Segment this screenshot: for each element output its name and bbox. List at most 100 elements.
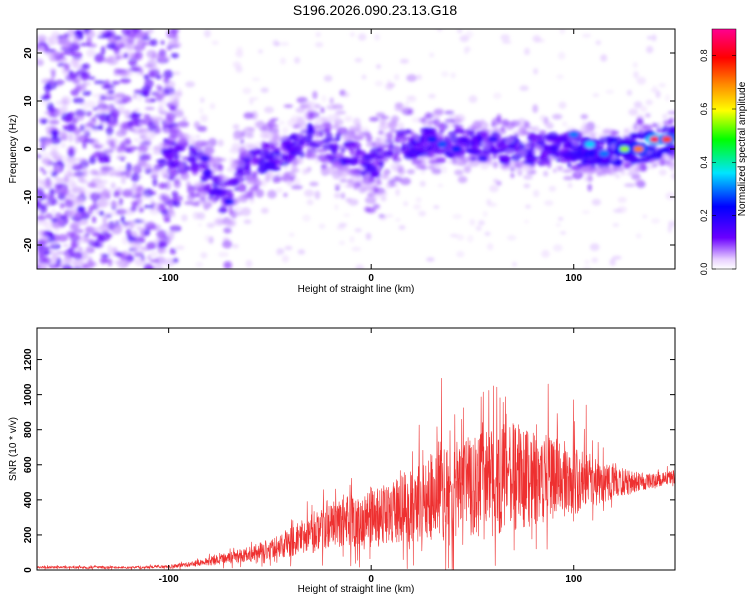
spectrogram-cell (66, 231, 76, 237)
spectrogram-cell (399, 58, 409, 64)
spectrogram-cell (85, 110, 92, 117)
spectrogram-cell (480, 162, 489, 170)
spectrogram-cell (130, 205, 137, 212)
spectrogram-cell (172, 200, 181, 208)
spectrogram-cell (588, 132, 595, 137)
spectrogram-cell (78, 134, 88, 144)
spectrogram-cell (85, 238, 94, 243)
snr-series-line (37, 377, 675, 570)
spectrogram-cell (121, 258, 134, 262)
spectrogram-cell (491, 121, 496, 128)
spectrogram-cell (635, 163, 641, 173)
y-tick-label: 0 (23, 567, 34, 573)
spectrogram-cell (100, 150, 105, 157)
spectrogram-cell (113, 99, 119, 105)
spectrogram-cell (114, 171, 124, 177)
spectrogram-cell (525, 204, 531, 209)
spectrogram-cell (667, 110, 675, 115)
spectrogram-cell (49, 145, 60, 150)
spectrogram-cell (199, 107, 204, 114)
spectrogram-cell (591, 198, 602, 206)
spectrogram-cell (257, 165, 269, 175)
spectrogram-cell (60, 142, 67, 149)
spectrogram-cell (92, 93, 104, 99)
spectrogram-cell (626, 171, 636, 176)
snr-xlabel: Height of straight line (km) (298, 584, 415, 595)
spectrogram-cell (369, 189, 374, 198)
spectrogram-cell (639, 161, 647, 171)
spectrogram-cell (71, 221, 81, 230)
spectrogram-cell (539, 114, 546, 122)
spectrogram-cell (165, 112, 176, 121)
spectrogram-cell (61, 263, 73, 269)
spectrogram-peak (437, 141, 448, 148)
spectrogram-cell (134, 113, 142, 117)
spectrogram-cell (93, 151, 103, 158)
spectrogram-cell (651, 34, 657, 42)
spectrogram-cell (55, 100, 63, 106)
spectrogram-cell (160, 168, 169, 178)
spectrogram-cell (123, 52, 129, 59)
spectrogram-cell (319, 167, 330, 173)
spectrogram-cell (476, 133, 482, 142)
spectrogram-cell (378, 215, 387, 221)
spectrogram-cell (606, 169, 613, 175)
spectrogram-cell (390, 116, 400, 122)
spectrogram-cell (307, 134, 314, 140)
spectrogram-cell (155, 84, 161, 90)
spectrogram-cell (55, 82, 63, 87)
spectrogram-cell (401, 142, 406, 146)
spectrogram-cell (532, 126, 540, 133)
spectrogram-cell (121, 29, 131, 36)
spectrogram-cell (163, 76, 170, 84)
spectrogram-cell (147, 121, 156, 132)
spectrogram-cell (242, 126, 255, 135)
spectrogram-cell (67, 29, 75, 39)
spectrogram-cell (213, 217, 226, 226)
spectrogram-cell (83, 122, 93, 131)
spectrogram-cell (395, 188, 400, 197)
spectrogram-cell (322, 121, 330, 129)
spectrogram-peak (427, 136, 437, 143)
spectrogram-cell (38, 264, 48, 269)
spectrogram-cell (245, 175, 253, 179)
spectrogram-cell (419, 154, 429, 161)
spectrogram-cell (354, 228, 362, 233)
spectrogram-cell (646, 45, 654, 54)
spectrogram-cell (493, 178, 499, 184)
spectrogram-cell (45, 213, 54, 219)
spectrogram-cell (508, 142, 515, 150)
spectrogram-cell (163, 258, 176, 267)
spectrogram-cell (383, 170, 388, 177)
spectrogram-cell (209, 196, 216, 202)
spectrogram-cell (197, 223, 202, 227)
spectrogram-cell (580, 114, 589, 120)
colorbar-gradient (712, 29, 736, 269)
spectrogram-cell (237, 167, 244, 176)
spectrogram-cell (399, 177, 411, 186)
colorbar: 0.0 0.2 0.4 0.6 0.8 Normalized spectral ampl… (699, 28, 748, 275)
spectrogram-cell (555, 222, 562, 227)
spectrogram-cell (184, 201, 194, 205)
spectrogram-cell (348, 168, 357, 177)
spectrogram-cell (488, 202, 498, 207)
spectrogram-cell (101, 215, 112, 220)
spectrogram-cell (433, 108, 444, 115)
spectrogram-cell (665, 94, 670, 102)
spectrogram-cell (223, 261, 232, 269)
spectrogram-cell (173, 42, 182, 48)
spectrogram-cell (306, 148, 318, 153)
spectrogram-cell (605, 89, 615, 95)
spectrogram-peak (619, 146, 630, 152)
spectrogram-cell (377, 151, 383, 155)
spectrogram-cell (155, 94, 164, 102)
spectrogram-cell (419, 180, 426, 187)
spectrogram-cell (558, 217, 564, 221)
spectrogram-cell (409, 154, 420, 158)
spectrogram-cell (258, 49, 263, 54)
spectrogram-cell (86, 36, 92, 46)
spectrogram-cell (467, 234, 474, 243)
spectrogram-cell (141, 155, 149, 161)
